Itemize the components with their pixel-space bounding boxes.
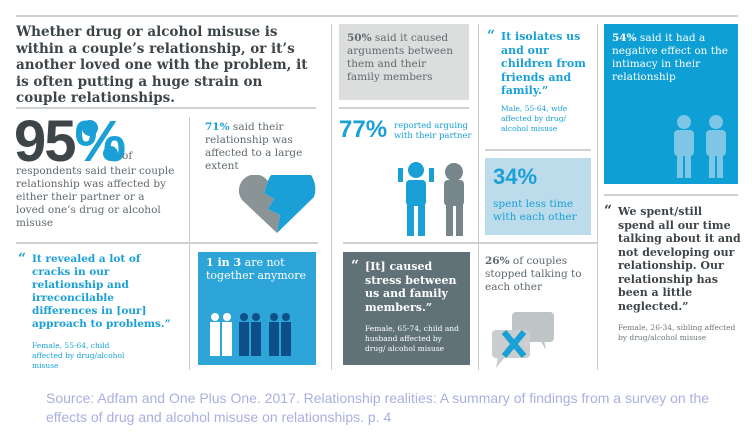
glass-icon: [82, 120, 98, 136]
quote-mark-icon: “: [487, 28, 496, 44]
stat-54-value: 54%: [612, 32, 637, 44]
top-rule: [16, 15, 738, 17]
quote-attribution: Female, 55-64, child affected by drug/al…: [32, 341, 125, 370]
couple-icon: [674, 115, 726, 178]
quote-stress-box: “ [It] caused stress between us and fami…: [343, 252, 470, 365]
rule: [16, 107, 316, 109]
quote-spent: “ We spent/still spend all our time talk…: [604, 204, 742, 343]
stat-50-value: 50%: [347, 32, 372, 44]
stat-95-of: of: [122, 150, 133, 162]
quote-cracks: “ It revealed a lot of cracks in our rel…: [18, 252, 172, 371]
divider: [331, 24, 332, 370]
stat-34-text: spent less time with each other: [493, 198, 577, 223]
quote-attribution: Female, 26-34, sibling affected by drug/…: [618, 323, 736, 342]
quote-attribution: Female, 65-74, child and husband affecte…: [365, 324, 459, 353]
stat-1in3-box: 1 in 3 are not together anymore: [198, 252, 316, 365]
bottle-icon: [103, 146, 118, 161]
divider: [478, 24, 479, 370]
stat-77-value: 77%: [339, 116, 388, 143]
stat-26-value: 26%: [485, 255, 510, 267]
quote-mark-icon: “: [604, 203, 613, 219]
rule: [16, 242, 318, 244]
rule: [604, 194, 738, 196]
quote-mark-icon: “: [18, 251, 27, 267]
source-citation: Source: Adfam and One Plus One. 2017. Re…: [46, 390, 710, 425]
stat-34-box: 34% spent less time with each other: [485, 158, 591, 235]
stat-34-value: 34%: [493, 164, 538, 189]
stat-1in3-text: are not together anymore: [206, 256, 307, 282]
stat-95-value: 95%: [14, 109, 126, 174]
quote-text: It revealed a lot of cracks in our relat…: [32, 253, 171, 330]
quote-text: We spent/still spend all our time talkin…: [618, 205, 741, 313]
no-talking-icon: [492, 312, 554, 368]
arguing-people-icon: [398, 162, 464, 236]
stat-77-text: reported arguing with their partner: [394, 121, 472, 141]
headline: Whether drug or alcohol misuse is within…: [16, 24, 308, 106]
quote-attribution: Male, 55-64, wife affected by drug/ alco…: [501, 103, 568, 133]
broken-heart-icon: [238, 175, 316, 233]
stat-95-text: respondents said their couple relationsh…: [16, 165, 175, 229]
quote-text: It isolates us and our children from fri…: [501, 30, 586, 97]
divider: [597, 24, 598, 370]
quote-mark-icon: “: [351, 258, 360, 274]
quote-isolates: “ It isolates us and our children from f…: [487, 29, 591, 134]
stat-26: 26% of couples stopped talking to each o…: [485, 255, 591, 294]
stat-54-text: said it had a negative effect on the int…: [612, 32, 728, 83]
people-icon: [210, 313, 291, 356]
stat-71-value: 71%: [205, 121, 230, 133]
rule: [485, 149, 591, 151]
stat-50-box: 50% said it caused arguments between the…: [339, 24, 469, 100]
stat-54-box: 54% said it had a negative effect on the…: [604, 24, 738, 184]
stat-71-text: said their relationship was affected to …: [205, 121, 303, 172]
stat-71: 71% said their relationship was affected…: [205, 121, 305, 173]
stat-1in3-value: 1 in 3: [206, 256, 242, 269]
quote-text: [It] caused stress between us and family…: [365, 260, 457, 314]
rule: [343, 242, 597, 244]
stat-50-text: said it caused arguments between them an…: [347, 32, 453, 83]
rule: [339, 107, 469, 109]
stat-26-text: of couples stopped talking to each other: [485, 255, 582, 293]
